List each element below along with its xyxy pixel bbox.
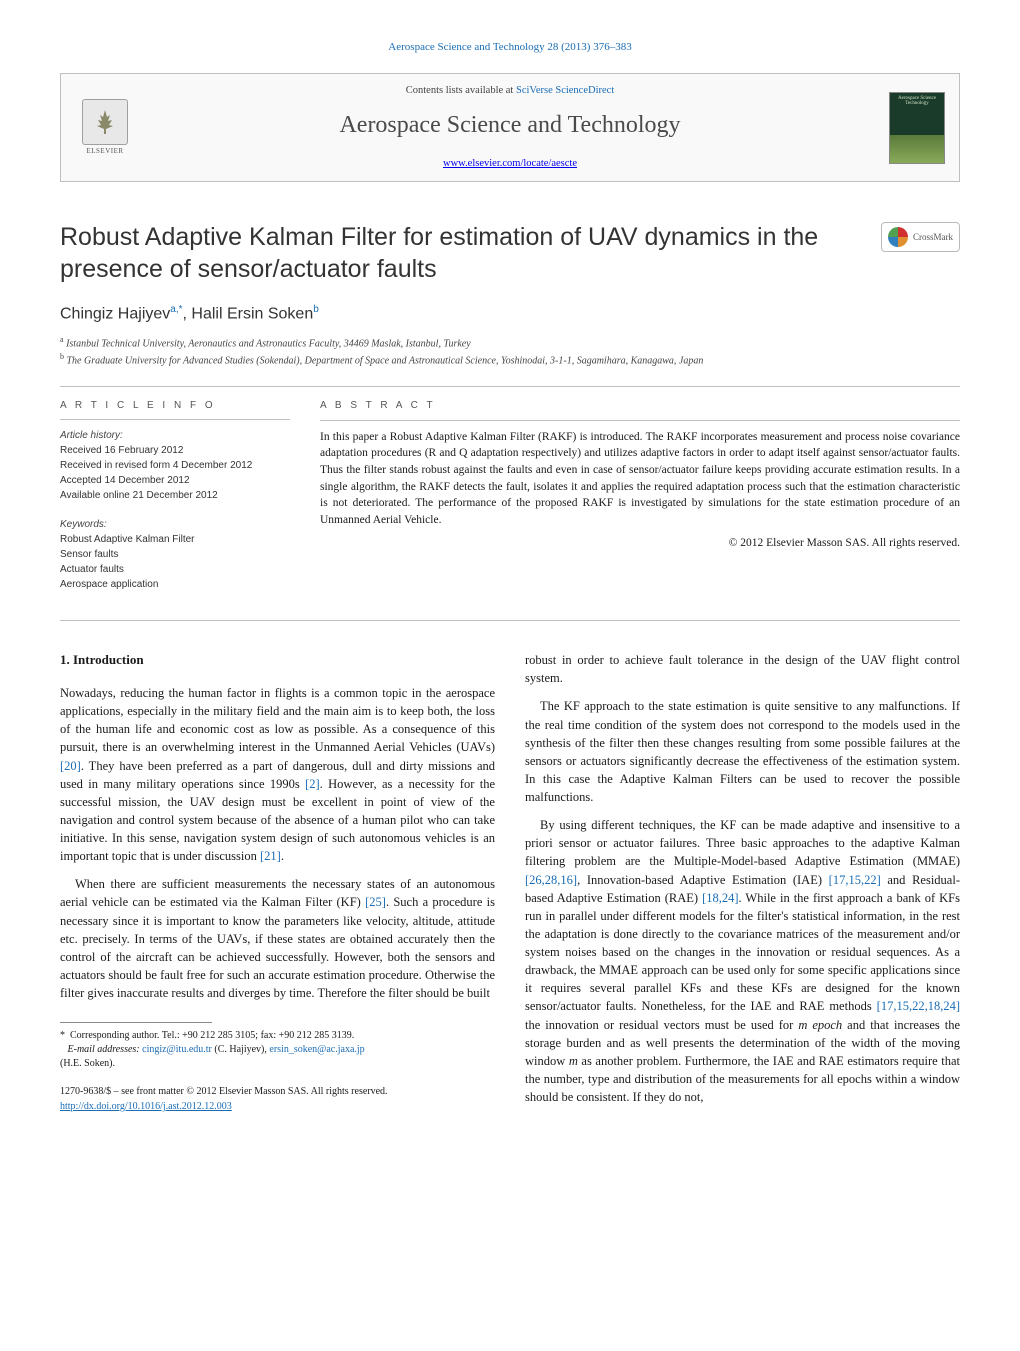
publisher-name: ELSEVIER	[86, 147, 123, 157]
keyword-1: Robust Adaptive Kalman Filter	[60, 534, 195, 545]
sciencedirect-link[interactable]: SciVerse ScienceDirect	[516, 85, 614, 96]
ref-18-24[interactable]: [18,24]	[702, 891, 738, 905]
history-accepted: Accepted 14 December 2012	[60, 475, 190, 486]
affiliation-a: Istanbul Technical University, Aeronauti…	[66, 338, 471, 349]
authors-line: Chingiz Hajiyeva,*, Halil Ersin Sokenb	[60, 303, 960, 326]
abstract-text: In this paper a Robust Adaptive Kalman F…	[320, 429, 960, 529]
ref-25[interactable]: [25]	[365, 895, 386, 909]
cover-thumb-slot: Aerospace Science Technology	[875, 92, 945, 164]
footnotes: * Corresponding author. Tel.: +90 212 28…	[60, 1029, 495, 1071]
body-para-2: When there are sufficient measurements t…	[60, 875, 495, 1002]
journal-homepage-link[interactable]: www.elsevier.com/locate/aescte	[443, 158, 577, 169]
journal-name: Aerospace Science and Technology	[145, 109, 875, 143]
keywords-label: Keywords:	[60, 519, 107, 530]
article-title: Robust Adaptive Kalman Filter for estima…	[60, 222, 881, 285]
cover-thumb-label: Aerospace Science Technology	[893, 96, 941, 107]
publisher-logo-slot: ELSEVIER	[75, 93, 145, 163]
journal-cover-thumb[interactable]: Aerospace Science Technology	[889, 92, 945, 164]
corr-marker: *	[60, 1030, 65, 1041]
footnote-separator	[60, 1022, 212, 1023]
citation-line: Aerospace Science and Technology 28 (201…	[60, 40, 960, 55]
ref-26-28-16[interactable]: [26,28,16]	[525, 873, 577, 887]
keywords-block: Keywords: Robust Adaptive Kalman Filter …	[60, 517, 290, 592]
ref-21[interactable]: [21]	[260, 849, 281, 863]
journal-header-box: ELSEVIER Contents lists available at Sci…	[60, 73, 960, 182]
author-2-affil: b	[313, 304, 319, 315]
keyword-3: Actuator faults	[60, 564, 124, 575]
header-center: Contents lists available at SciVerse Sci…	[145, 84, 875, 171]
history-label: Article history:	[60, 430, 123, 441]
section-1-heading: 1. Introduction	[60, 651, 495, 670]
bottom-meta: 1270-9638/$ – see front matter © 2012 El…	[60, 1085, 495, 1114]
crossmark-badge[interactable]: CrossMark	[881, 222, 960, 252]
body-para-4: By using different techniques, the KF ca…	[525, 816, 960, 1106]
issn-copyright: 1270-9638/$ – see front matter © 2012 El…	[60, 1085, 495, 1100]
abstract-head: A B S T R A C T	[320, 399, 960, 414]
ref-20[interactable]: [20]	[60, 759, 81, 773]
author-1-affil: a,*	[170, 304, 182, 315]
elsevier-logo[interactable]: ELSEVIER	[75, 93, 135, 163]
body-para-1: Nowadays, reducing the human factor in f…	[60, 684, 495, 865]
affiliations: a Istanbul Technical University, Aeronau…	[60, 334, 960, 369]
body-para-3: The KF approach to the state estimation …	[525, 697, 960, 806]
affiliation-b: The Graduate University for Advanced Stu…	[67, 355, 704, 366]
history-revised: Received in revised form 4 December 2012	[60, 460, 252, 471]
email-1-name: (C. Hajiyev),	[214, 1044, 267, 1055]
abstract-copyright: © 2012 Elsevier Masson SAS. All rights r…	[320, 535, 960, 552]
corr-text: Corresponding author. Tel.: +90 212 285 …	[70, 1030, 354, 1041]
history-received: Received 16 February 2012	[60, 445, 183, 456]
keyword-4: Aerospace application	[60, 579, 158, 590]
email-2[interactable]: ersin_soken@ac.jaxa.jp	[269, 1044, 364, 1055]
crossmark-label: CrossMark	[913, 231, 953, 244]
contents-prefix: Contents lists available at	[406, 85, 516, 96]
article-info-head: A R T I C L E I N F O	[60, 399, 290, 413]
article-body: 1. Introduction Nowadays, reducing the h…	[60, 651, 960, 1115]
author-2[interactable]: Halil Ersin Soken	[191, 305, 313, 322]
body-para-2b: robust in order to achieve fault toleran…	[525, 651, 960, 687]
contents-list-line: Contents lists available at SciVerse Sci…	[145, 84, 875, 99]
elsevier-tree-icon	[82, 99, 128, 145]
doi-link[interactable]: http://dx.doi.org/10.1016/j.ast.2012.12.…	[60, 1101, 232, 1112]
ref-17b[interactable]: [17,15,22,18,24]	[877, 999, 960, 1013]
ref-17-15-22[interactable]: [17,15,22]	[829, 873, 881, 887]
history-online: Available online 21 December 2012	[60, 490, 218, 501]
rule-bottom	[60, 620, 960, 621]
email-label: E-mail addresses:	[68, 1044, 140, 1055]
rule-top	[60, 386, 960, 387]
email-2-name: (H.E. Soken).	[60, 1058, 115, 1069]
author-1[interactable]: Chingiz Hajiyev	[60, 305, 170, 322]
email-1[interactable]: cingiz@itu.edu.tr	[142, 1044, 212, 1055]
keyword-2: Sensor faults	[60, 549, 118, 560]
article-history: Article history: Received 16 February 20…	[60, 428, 290, 503]
crossmark-icon	[888, 227, 908, 247]
ref-2[interactable]: [2]	[305, 777, 320, 791]
